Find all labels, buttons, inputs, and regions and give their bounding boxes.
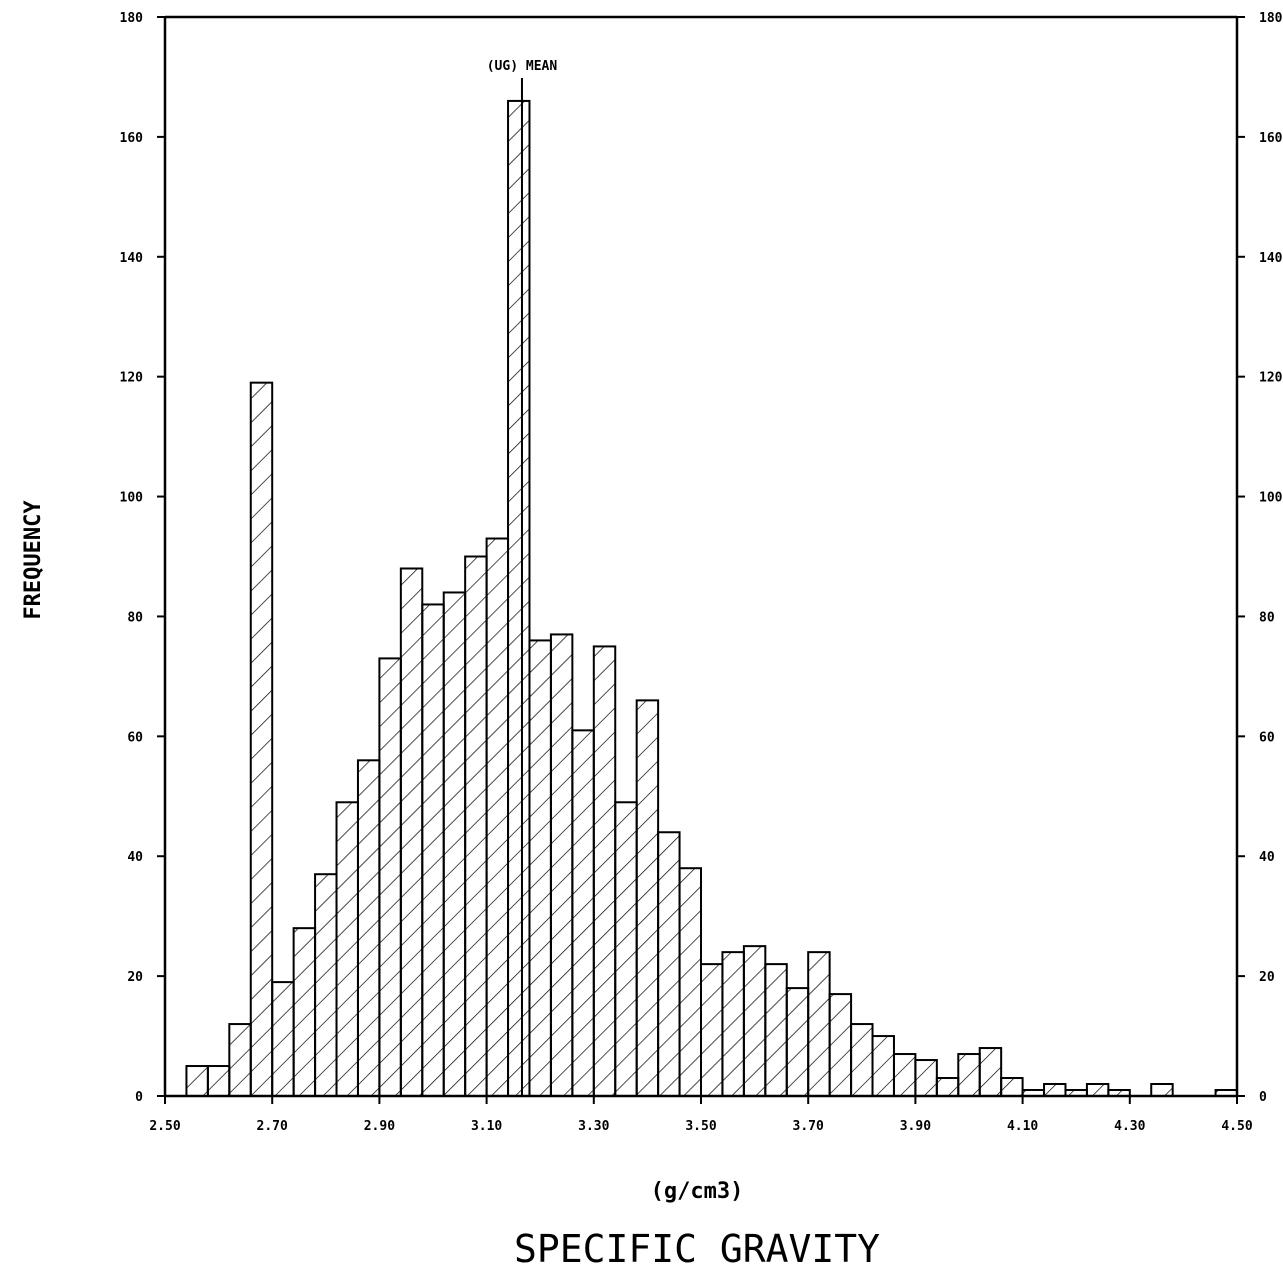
- histogram-bar: [549, 633, 574, 1098]
- x-tick-label: 4.10: [1007, 1119, 1038, 1134]
- histogram-bar: [206, 1065, 231, 1098]
- x-tick-label: 3.10: [471, 1119, 502, 1134]
- histogram-bar: [635, 699, 660, 1097]
- y-tick-label-right: 60: [1259, 730, 1275, 745]
- histogram-bar: [356, 759, 381, 1097]
- y-tick-label-left: 140: [120, 251, 144, 266]
- histogram-bar: [828, 993, 853, 1097]
- histogram-bar: [335, 801, 359, 1097]
- histogram-bar: [721, 951, 745, 1098]
- histogram-bar: [185, 1065, 209, 1098]
- histogram-bar: [378, 657, 402, 1098]
- histogram-bar: [892, 1053, 917, 1098]
- histogram-bar: [1085, 1083, 1110, 1097]
- histogram-bar: [914, 1059, 938, 1097]
- histogram-bar: [507, 99, 531, 1097]
- histogram-bar: [528, 639, 552, 1098]
- histogram-bar: [700, 963, 724, 1097]
- x-tick-label: 4.30: [1114, 1119, 1145, 1134]
- y-tick-label-left: 40: [127, 850, 143, 865]
- histogram-bar: [249, 381, 274, 1097]
- y-tick-label-right: 40: [1259, 850, 1275, 865]
- y-tick-label-right: 180: [1259, 11, 1283, 26]
- histogram-bar: [871, 1035, 895, 1097]
- histogram-bar: [421, 603, 445, 1097]
- histogram-bar: [399, 567, 424, 1097]
- histogram-bar: [614, 801, 638, 1097]
- y-axis-label: FREQUENCY: [21, 500, 46, 620]
- x-axis-unit-label: (g/cm3): [651, 1179, 744, 1204]
- histogram-bar: [764, 963, 788, 1097]
- y-tick-label-right: 160: [1259, 131, 1283, 146]
- histogram-bar: [485, 537, 510, 1097]
- x-tick-label: 3.30: [578, 1119, 609, 1134]
- histogram-bar: [1150, 1083, 1174, 1097]
- x-tick-label: 2.90: [364, 1119, 395, 1134]
- mean-label: (UG) MEAN: [487, 59, 558, 74]
- histogram-bar: [978, 1047, 1003, 1097]
- y-tick-label-left: 20: [127, 970, 143, 985]
- histogram-bar: [1043, 1083, 1067, 1097]
- histogram-bar: [935, 1077, 960, 1098]
- bars-group: [185, 99, 1239, 1098]
- y-tick-label-left: 180: [120, 11, 144, 26]
- histogram-bar: [742, 945, 767, 1098]
- x-tick-label: 3.90: [900, 1119, 931, 1134]
- histogram-bar: [785, 987, 810, 1097]
- histogram-bar: [228, 1023, 252, 1097]
- x-tick-label: 3.50: [685, 1119, 716, 1134]
- x-tick-label: 2.70: [257, 1119, 288, 1134]
- chart-title: SPECIFIC GRAVITY: [514, 1227, 880, 1271]
- x-tick-label: 2.50: [149, 1119, 180, 1134]
- x-tick-label: 4.50: [1221, 1119, 1252, 1134]
- histogram-bar: [807, 951, 831, 1098]
- y-tick-label-left: 100: [120, 491, 144, 506]
- histogram-bar: [292, 927, 317, 1098]
- y-tick-label-left: 120: [120, 371, 144, 386]
- y-tick-label-right: 80: [1259, 610, 1275, 625]
- axes-group: 0 0 20 20 40 40 60 60 80 80 100 100 120 120 140 140 160 1…: [120, 11, 1283, 1134]
- histogram-bar: [1000, 1077, 1024, 1098]
- y-tick-label-right: 120: [1259, 371, 1283, 386]
- x-tick-label: 3.70: [793, 1119, 824, 1134]
- y-tick-label-left: 60: [127, 730, 143, 745]
- histogram-bar: [442, 591, 467, 1097]
- histogram-bar: [678, 867, 702, 1098]
- histogram-bar: [571, 729, 595, 1097]
- y-tick-label-left: 160: [120, 131, 144, 146]
- y-tick-label-right: 0: [1259, 1090, 1267, 1105]
- histogram-bar: [850, 1023, 874, 1097]
- histogram-bar: [314, 873, 338, 1098]
- y-tick-label-left: 80: [127, 610, 143, 625]
- histogram-bar: [271, 981, 295, 1097]
- y-tick-label-right: 140: [1259, 251, 1283, 266]
- histogram-bar: [957, 1053, 981, 1098]
- histogram-bar: [464, 555, 488, 1097]
- y-tick-label-right: 20: [1259, 970, 1275, 985]
- y-tick-label-right: 100: [1259, 491, 1283, 506]
- histogram-bar: [657, 831, 681, 1097]
- histogram-bar: [592, 645, 617, 1098]
- y-tick-label-left: 0: [135, 1090, 143, 1105]
- annotation-group: (UG) MEAN: [487, 59, 558, 1096]
